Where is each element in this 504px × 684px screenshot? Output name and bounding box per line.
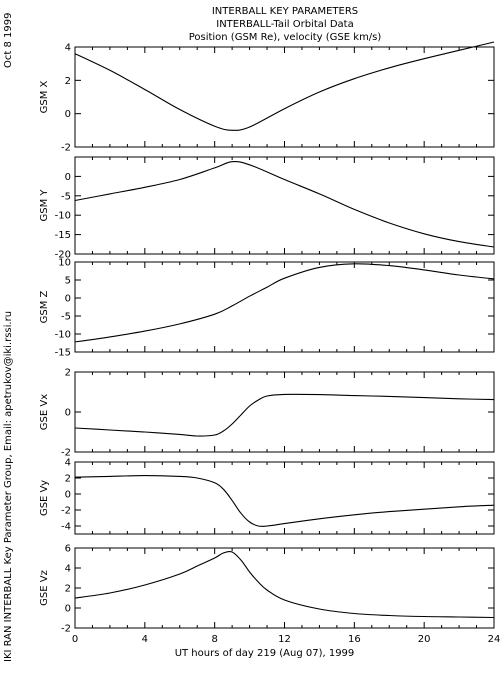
y-tick-label: -5 — [61, 312, 71, 323]
series-line-3 — [74, 263, 495, 343]
series-line-1 — [74, 41, 495, 131]
panel-frame-2 — [74, 156, 495, 255]
y-tick-label: 6 — [65, 544, 71, 555]
series-line-6 — [74, 550, 495, 619]
y-tick-label: 2 — [65, 368, 71, 379]
y-tick-label: -2 — [61, 624, 71, 635]
series-line-5 — [74, 475, 495, 527]
y-tick-label: -20 — [55, 250, 71, 261]
y-tick-label: 4 — [65, 43, 71, 54]
series-line-2 — [74, 160, 495, 248]
y-tick-label: -15 — [55, 230, 71, 241]
y-tick-label: 0 — [65, 490, 71, 501]
y-tick-label: -10 — [55, 330, 71, 341]
y-tick-label: 4 — [65, 458, 71, 469]
y-tick-label: 2 — [65, 76, 71, 87]
panel-frame-3 — [74, 261, 495, 353]
series-line-4 — [74, 393, 495, 437]
y-tick-label: -2 — [61, 448, 71, 459]
y-axis-label: GSM Y — [39, 189, 50, 222]
y-tick-label: 0 — [65, 172, 71, 183]
x-axis-label: UT hours of day 219 (Aug 07), 1999 — [175, 648, 355, 659]
x-tick-label: 0 — [72, 634, 78, 645]
y-tick-label: 0 — [65, 294, 71, 305]
x-tick-label: 12 — [278, 634, 291, 645]
y-tick-label: -2 — [61, 143, 71, 154]
y-tick-label: 4 — [65, 564, 71, 575]
x-tick-label: 20 — [418, 634, 431, 645]
y-tick-label: -2 — [61, 506, 71, 517]
x-tick-label: 8 — [211, 634, 217, 645]
panel-frame-6 — [74, 547, 495, 629]
panel-frame-1 — [74, 46, 495, 148]
y-tick-label: 2 — [65, 474, 71, 485]
y-tick-label: -10 — [55, 211, 71, 222]
y-tick-label: -5 — [61, 191, 71, 202]
y-tick-label: 0 — [65, 109, 71, 120]
y-tick-label: 0 — [65, 604, 71, 615]
y-tick-label: -15 — [55, 348, 71, 359]
y-axis-label: GSE Vx — [39, 394, 50, 430]
chart-subtitle: INTERBALL-Tail Orbital Data — [216, 19, 354, 30]
chart-title: INTERBALL KEY PARAMETERS — [211, 6, 359, 17]
y-tick-label: -4 — [61, 522, 71, 533]
panel-frame-4 — [74, 371, 495, 453]
y-axis-label: GSM Z — [39, 290, 50, 323]
y-axis-label: GSM X — [39, 80, 50, 113]
y-axis-label: GSE Vz — [39, 570, 50, 606]
x-tick-label: 24 — [488, 634, 501, 645]
y-tick-label: 10 — [58, 258, 71, 269]
x-tick-label: 16 — [348, 634, 361, 645]
x-tick-label: 4 — [142, 634, 148, 645]
y-tick-label: 0 — [65, 408, 71, 419]
y-axis-label: GSE Vy — [39, 480, 50, 516]
y-tick-label: 2 — [65, 584, 71, 595]
chart-subtitle-units: Position (GSM Re), velocity (GSE km/s) — [188, 32, 382, 43]
y-tick-label: 5 — [65, 276, 71, 287]
